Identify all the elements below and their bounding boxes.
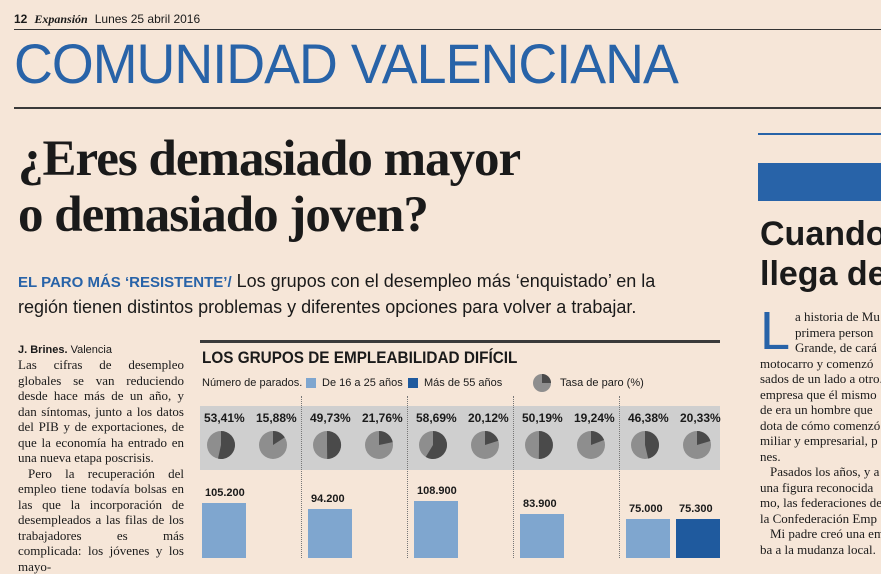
headline: ¿Eres demasiado mayor o demasiado joven? xyxy=(18,131,718,243)
byline-author: J. Brines. xyxy=(18,344,68,356)
sidebar-line: a historia de Mu xyxy=(795,309,880,325)
sidebar-line: Pasados los años, y a xyxy=(770,464,879,480)
group-separator xyxy=(301,396,302,558)
rate-pie-old xyxy=(682,430,712,460)
rate-label: 21,76% xyxy=(362,411,403,425)
bar-value-label: 105.200 xyxy=(205,487,245,499)
sidebar-headline-line: llega de xyxy=(760,254,881,294)
sidebar-line: sados de un lado a otro. xyxy=(760,371,881,387)
bar-value-label: 83.900 xyxy=(523,498,557,510)
group-separator xyxy=(513,396,514,558)
sidebar-dropcap: L xyxy=(760,307,790,355)
sidebar-line: motocarro y comenzó xyxy=(760,356,873,372)
sidebar-line: una figura reconocida xyxy=(760,480,873,496)
rate-label: 50,19% xyxy=(522,411,563,425)
rate-label: 20,33% xyxy=(680,411,721,425)
rate-pie-old xyxy=(258,430,288,460)
article-body: Las cifras de desempleo globales se van … xyxy=(18,357,184,574)
headline-line: ¿Eres demasiado mayor xyxy=(18,131,718,187)
bar-value-label: 108.900 xyxy=(417,485,457,497)
rate-pie-young xyxy=(312,430,342,460)
headline-line: o demasiado joven? xyxy=(18,187,718,243)
rate-pie-old xyxy=(576,430,606,460)
sidebar-line: mo, las federaciones de xyxy=(760,495,881,511)
rate-pie-young xyxy=(418,430,448,460)
sidebar-color-block xyxy=(758,163,881,201)
bar-young xyxy=(626,519,670,558)
page-number: 12 xyxy=(14,12,27,26)
bar-old xyxy=(676,519,720,558)
sidebar-line: Grande, de cará xyxy=(795,340,877,356)
byline-place: Valencia xyxy=(68,344,112,356)
bar-young xyxy=(414,501,458,558)
rate-pie-young xyxy=(630,430,660,460)
rate-pie-young xyxy=(524,430,554,460)
deck-kicker: EL PARO MÁS ‘RESISTENTE’/ xyxy=(18,274,232,291)
sidebar-line: nes. xyxy=(760,449,781,465)
bar-value-label: 94.200 xyxy=(311,493,345,505)
bar-young xyxy=(308,509,352,558)
bar-value-label: 75.000 xyxy=(629,503,663,515)
rate-pie-old xyxy=(364,430,394,460)
rate-label: 15,88% xyxy=(256,411,297,425)
sidebar-headline: Cuando llega de xyxy=(760,214,881,294)
section-divider xyxy=(14,107,881,109)
sidebar-line: la Confederación Emp xyxy=(760,511,877,527)
rate-label: 20,12% xyxy=(468,411,509,425)
body-paragraph: Las cifras de desempleo globales se van … xyxy=(18,357,184,466)
rate-label: 53,41% xyxy=(204,411,245,425)
sidebar-line: primera person xyxy=(795,325,873,341)
byline: J. Brines. Valencia xyxy=(18,344,112,356)
bar-value-label: 75.300 xyxy=(679,503,713,515)
newspaper-name: Expansión xyxy=(34,12,87,26)
issue-date: Lunes 25 abril 2016 xyxy=(95,12,200,26)
rate-label: 19,24% xyxy=(574,411,615,425)
sidebar-line: miliar y empresarial, p xyxy=(760,433,878,449)
group-separator xyxy=(619,396,620,558)
chart-plot: 53,41% 15,88% 49,73% 21,76% 58,69% 20,12% 50,1… xyxy=(200,340,720,558)
rate-label: 46,38% xyxy=(628,411,669,425)
rate-label: 49,73% xyxy=(310,411,351,425)
bar-young xyxy=(202,503,246,558)
folio-divider xyxy=(14,29,881,30)
sidebar-line: empresa que él mismo xyxy=(760,387,877,403)
section-title: COMUNIDAD VALENCIANA xyxy=(14,34,678,94)
rate-pie-old xyxy=(470,430,500,460)
deck: EL PARO MÁS ‘RESISTENTE’/ Los grupos con… xyxy=(18,269,698,319)
sidebar-line: de era un hombre que xyxy=(760,402,873,418)
sidebar-line: ba a la mudanza local. xyxy=(760,542,876,558)
unemployment-chart: LOS GRUPOS DE EMPLEABILIDAD DIFÍCIL Núme… xyxy=(200,340,720,558)
sidebar-headline-line: Cuando xyxy=(760,214,881,254)
rate-label: 58,69% xyxy=(416,411,457,425)
bar-young xyxy=(520,514,564,558)
rate-pie-young xyxy=(206,430,236,460)
page-folio: 12 Expansión Lunes 25 abril 2016 xyxy=(14,12,200,27)
sidebar-line: Mi padre creó una em xyxy=(770,526,881,542)
sidebar-line: dota de cómo comenzó xyxy=(760,418,880,434)
sidebar-rule xyxy=(758,133,881,135)
group-separator xyxy=(407,396,408,558)
